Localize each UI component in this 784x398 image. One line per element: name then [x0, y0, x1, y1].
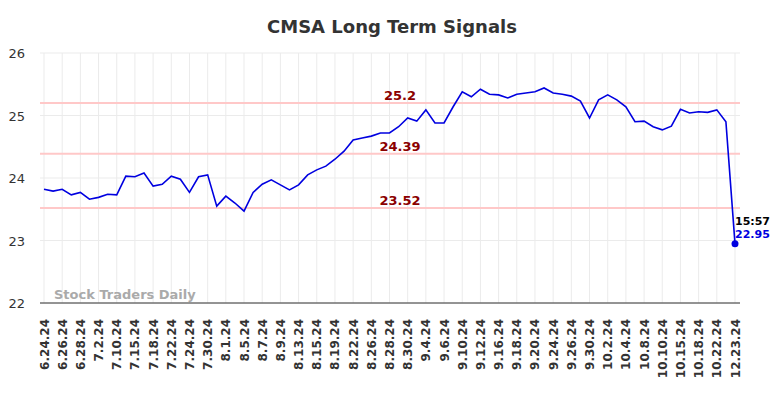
watermark: Stock Traders Daily — [54, 287, 196, 302]
x-tick-label: 8.26.24 — [365, 319, 379, 370]
x-tick-label: 10.18.24 — [692, 319, 706, 378]
x-tick-label: 12.23.24 — [729, 319, 743, 378]
last-time: 15:57 — [735, 215, 770, 228]
x-tick-label: 9.10.24 — [456, 319, 470, 370]
x-tick-label: 6.24.24 — [38, 319, 52, 370]
x-tick-label: 6.26.24 — [56, 319, 70, 370]
x-tick-label: 8.5.24 — [238, 319, 252, 362]
x-tick-label: 10.4.24 — [619, 319, 633, 370]
last-point — [732, 240, 739, 247]
x-tick-label: 7.15.24 — [128, 319, 142, 370]
x-tick-label: 10.15.24 — [674, 319, 688, 378]
x-tick-label: 9.6.24 — [438, 319, 452, 362]
x-tick-label: 8.28.24 — [383, 319, 397, 370]
x-tick-label: 9.16.24 — [492, 319, 506, 370]
x-tick-label: 8.13.24 — [292, 319, 306, 370]
x-tick-label: 9.30.24 — [583, 319, 597, 370]
x-tick-label: 8.15.24 — [310, 319, 324, 370]
plot-area — [40, 88, 740, 247]
x-tick-label: 9.20.24 — [528, 319, 542, 370]
x-tick-label: 10.10.24 — [656, 319, 670, 378]
x-tick-label: 8.22.24 — [347, 319, 361, 370]
x-tick-label: 7.24.24 — [183, 319, 197, 370]
y-tick-label: 26 — [8, 46, 25, 61]
reference-label: 23.52 — [379, 193, 420, 208]
x-tick-label: 7.22.24 — [165, 319, 179, 370]
x-tick-label: 8.9.24 — [274, 319, 288, 362]
y-tick-label: 25 — [8, 109, 25, 124]
x-tick-label: 8.7.24 — [256, 319, 270, 362]
y-grid-line — [40, 303, 740, 304]
x-tick-label: 7.30.24 — [201, 319, 215, 370]
y-tick-label: 22 — [8, 296, 25, 311]
x-tick-label: 8.19.24 — [328, 319, 342, 370]
x-tick-label: 6.28.24 — [74, 319, 88, 370]
x-tick-label: 10.2.24 — [601, 319, 615, 370]
x-tick-label: 8.1.24 — [219, 319, 233, 362]
y-grid-line — [40, 115, 740, 116]
title: CMSA Long Term Signals — [267, 16, 517, 37]
reference-label: 25.2 — [384, 88, 416, 103]
price-line — [44, 88, 735, 244]
x-tick-label: 7.10.24 — [110, 319, 124, 370]
x-tick-label: 7.2.24 — [92, 319, 106, 362]
x-tick-label: 9.24.24 — [547, 319, 561, 370]
last-value: 22.95 — [735, 228, 770, 241]
x-tick-label: 9.18.24 — [510, 319, 524, 370]
x-tick-label: 7.18.24 — [147, 319, 161, 370]
x-tick-label: 10.22.24 — [710, 319, 724, 378]
y-tick-label: 23 — [8, 234, 25, 249]
x-tick-label: 9.4.24 — [419, 319, 433, 362]
reference-label: 24.39 — [379, 139, 420, 154]
chart: CMSA Long Term Signals 22 23 24 25 26 6.24.24 6… — [0, 0, 784, 398]
y-grid-line — [40, 178, 740, 179]
y-tick-label: 24 — [8, 171, 25, 186]
x-tick-label: 9.12.24 — [474, 319, 488, 370]
x-tick-label: 8.30.24 — [401, 319, 415, 370]
y-grid-line — [40, 240, 740, 241]
x-axis — [40, 303, 740, 304]
x-tick-label: 9.26.24 — [565, 319, 579, 370]
y-grid-line — [40, 53, 740, 54]
x-tick-label: 10.8.24 — [638, 319, 652, 370]
